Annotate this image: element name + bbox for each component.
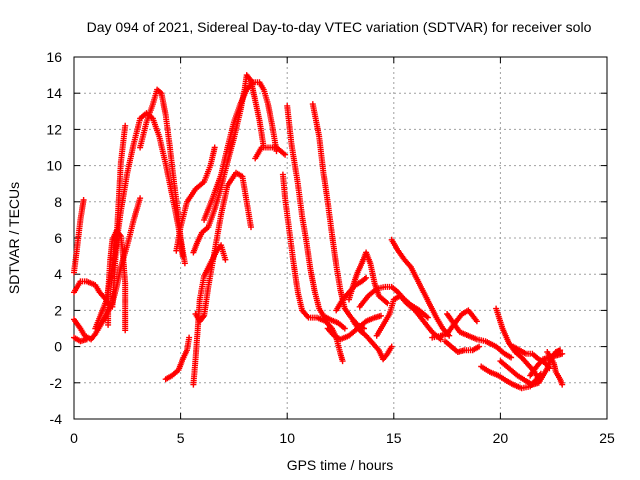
series-arc-24	[373, 292, 444, 343]
data-points	[162, 334, 193, 383]
data-points	[373, 292, 444, 343]
y-tick-label: 8	[54, 194, 62, 210]
data-points	[201, 79, 280, 223]
series-arc-22	[350, 318, 395, 363]
series-arc-12	[190, 72, 267, 256]
series-layer	[71, 72, 566, 392]
data-points	[309, 101, 367, 332]
y-tick-label: 14	[46, 85, 62, 101]
data-points	[350, 318, 395, 363]
chart-title: Day 094 of 2021, Sidereal Day-to-day VTE…	[87, 19, 592, 35]
data-points	[346, 249, 391, 307]
series-arc-14	[252, 144, 289, 162]
series-arc-25	[388, 236, 453, 339]
x-tick-label: 20	[493, 430, 509, 446]
data-points	[544, 349, 566, 388]
x-tick-label: 15	[386, 430, 402, 446]
x-tick-label: 0	[70, 430, 78, 446]
x-tick-labels: 0 5 10 15 20 25	[70, 430, 615, 446]
data-points	[442, 338, 483, 355]
x-tick-label: 10	[279, 430, 295, 446]
y-tick-label: 12	[46, 121, 62, 137]
series-arc-11	[192, 169, 254, 325]
y-tick-label: -2	[50, 375, 63, 391]
series-arc-27	[444, 311, 515, 361]
y-tick-label: -4	[50, 411, 63, 427]
y-tick-label: 0	[54, 339, 62, 355]
series-arc-04	[71, 334, 90, 345]
data-points	[173, 144, 218, 254]
series-arc-18	[309, 101, 367, 332]
series-arc-28	[442, 338, 483, 355]
data-points	[190, 72, 267, 256]
y-tick-label: 10	[46, 158, 62, 174]
y-tick-labels: -4 -2 0 2 4 6 8 10 12 14 16	[46, 49, 62, 427]
data-points	[192, 169, 254, 325]
axis-ticks	[73, 56, 608, 420]
y-axis-label: SDTVAR / TECUs	[6, 182, 22, 294]
y-tick-label: 16	[46, 49, 62, 65]
data-points	[388, 236, 453, 339]
x-axis-label: GPS time / hours	[287, 457, 394, 473]
series-arc-02	[71, 197, 87, 276]
series-arc-13	[201, 79, 280, 223]
x-tick-label: 25	[599, 430, 615, 446]
data-points	[71, 334, 90, 345]
series-arc-15	[173, 144, 218, 254]
y-tick-label: 6	[54, 230, 62, 246]
data-points	[252, 144, 289, 162]
data-points	[444, 311, 515, 361]
series-arc-09	[162, 334, 193, 383]
data-points	[71, 197, 87, 276]
data-points	[284, 102, 348, 332]
series-arc-34	[544, 349, 566, 388]
y-tick-label: 2	[54, 302, 62, 318]
x-tick-label: 5	[177, 430, 185, 446]
series-arc-17	[284, 102, 348, 332]
y-tick-label: 4	[54, 266, 62, 282]
series-arc-21	[346, 249, 391, 307]
